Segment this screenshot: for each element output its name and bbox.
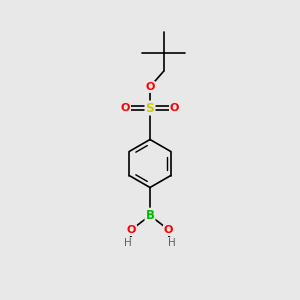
Text: O: O [170,103,179,113]
Text: O: O [164,225,173,235]
Text: H: H [168,238,176,248]
Text: O: O [127,225,136,235]
Text: O: O [145,82,155,92]
Text: H: H [124,238,132,248]
Text: B: B [146,208,154,222]
Text: O: O [121,103,130,113]
Text: S: S [146,101,154,115]
